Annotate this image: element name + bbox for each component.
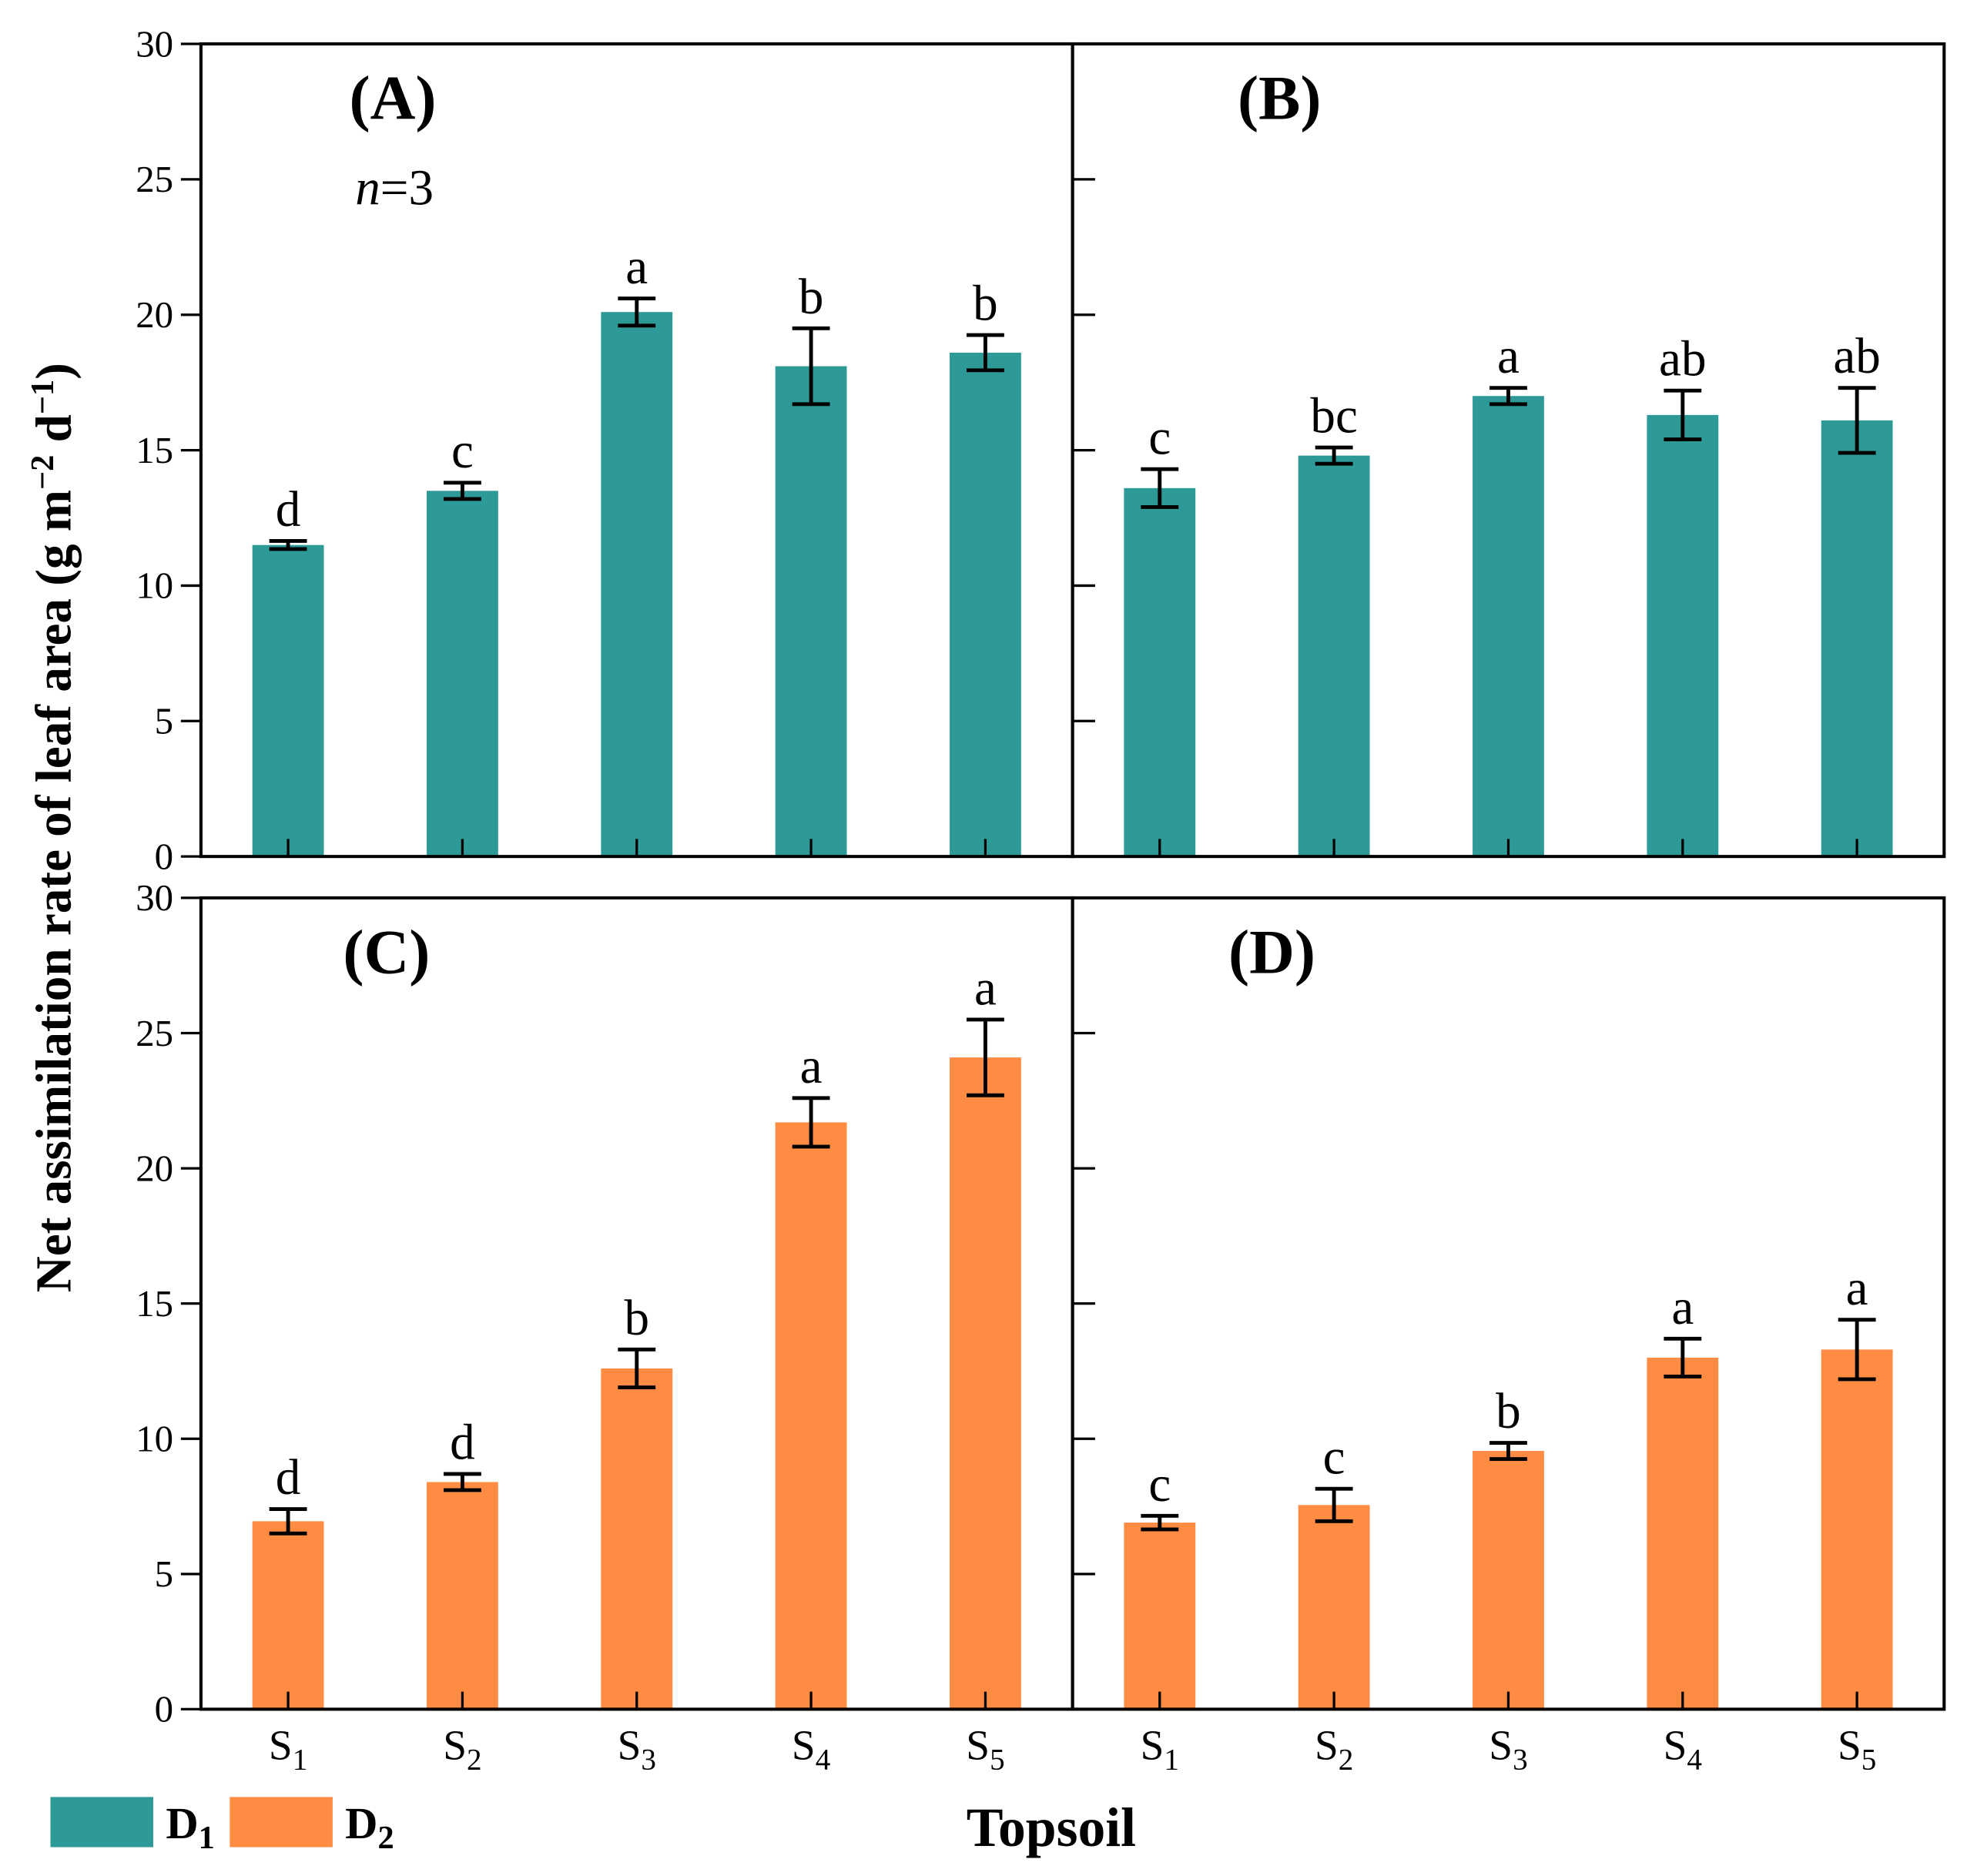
legend-label: D1 [166, 1798, 214, 1856]
significance-letter: a [800, 1039, 823, 1094]
y-tick-label: 10 [136, 1418, 173, 1460]
legend: D1 D2 [50, 1797, 394, 1856]
significance-letter: ab [1659, 332, 1706, 387]
significance-letter: d [450, 1415, 475, 1470]
significance-letter: a [625, 240, 648, 295]
panel-frame [1071, 42, 1946, 859]
significance-letter: a [974, 960, 997, 1016]
x-tick-label: S4 [792, 1722, 830, 1777]
panel-a: d c a b b 0 5 10 15 20 25 30 (A) n=3 [136, 22, 1074, 877]
legend-swatch [50, 1797, 154, 1848]
legend-item-d2: D2 [230, 1797, 394, 1856]
bar [1298, 1505, 1370, 1710]
bar [252, 544, 324, 857]
significance-letter: c [1323, 1430, 1345, 1486]
significance-letter: a [1846, 1261, 1868, 1316]
y-tick-label: 30 [136, 876, 173, 919]
significance-letter: a [1671, 1280, 1694, 1335]
x-tick-label: S5 [1838, 1722, 1876, 1777]
panel-frame [1071, 896, 1946, 1711]
y-tick-label: 5 [155, 700, 173, 742]
panel-d: c S1 c S2 b S3 a S4 a S5 (D) [1071, 896, 1946, 1777]
bar [1473, 1451, 1544, 1710]
bar [950, 1057, 1021, 1710]
legend-item-d1: D1 [50, 1797, 215, 1856]
significance-letter: a [1497, 329, 1520, 384]
y-tick-label: 15 [136, 429, 173, 471]
panel-label: (D) [1228, 917, 1315, 987]
y-tick-label: 25 [136, 158, 173, 200]
x-tick-label: S3 [618, 1722, 656, 1777]
bar [252, 1521, 324, 1710]
bar [601, 1368, 673, 1710]
x-tick-label: S5 [966, 1722, 1004, 1777]
y-tick-label: 15 [136, 1282, 173, 1325]
legend-label: D2 [345, 1798, 394, 1856]
significance-letter: d [276, 1450, 301, 1506]
bar [775, 1122, 847, 1710]
significance-letter: ab [1833, 329, 1880, 384]
x-tick-label: S2 [1315, 1722, 1353, 1777]
significance-letter: c [451, 424, 474, 479]
legend-swatch [230, 1797, 333, 1848]
bar [1821, 1349, 1893, 1710]
y-tick-label: 5 [155, 1553, 173, 1595]
panel-c: d S1 d S2 b S3 a S4 a S5 0 5 10 15 20 25 30 (C) [136, 876, 1074, 1777]
y-axis-label: Net assimilation rate of leaf area (g m−… [25, 363, 82, 1292]
x-tick-label: S2 [443, 1722, 481, 1777]
x-tick-label: S1 [269, 1722, 307, 1777]
panel-b: c bc a ab ab (B) [1071, 42, 1946, 859]
sample-size-annotation: n=3 [355, 160, 434, 216]
x-tick-label: S1 [1141, 1722, 1179, 1777]
y-tick-label: 20 [136, 1147, 173, 1189]
significance-letter: c [1148, 410, 1171, 466]
y-tick-label: 20 [136, 293, 173, 336]
y-tick-label: 25 [136, 1012, 173, 1054]
bar [601, 312, 673, 857]
bar [1821, 420, 1893, 857]
significance-letter: b [624, 1291, 649, 1346]
bar [1647, 1357, 1719, 1710]
significance-letter: b [973, 276, 998, 332]
y-tick-label: 0 [155, 1688, 173, 1730]
x-tick-label: S3 [1489, 1722, 1527, 1777]
bar [1124, 487, 1196, 857]
bar [1647, 414, 1719, 857]
significance-letter: b [799, 270, 824, 325]
bar [1473, 396, 1544, 857]
x-tick-label: S4 [1664, 1722, 1702, 1777]
significance-letter: d [276, 482, 301, 538]
bar [427, 1482, 498, 1710]
panel-label: (B) [1238, 63, 1322, 133]
y-tick-label: 0 [155, 835, 173, 877]
bar [1124, 1523, 1196, 1710]
bar [1298, 455, 1370, 857]
significance-letter: bc [1310, 389, 1357, 444]
significance-letter: c [1148, 1457, 1171, 1513]
y-tick-label: 30 [136, 22, 173, 65]
bar [950, 352, 1021, 857]
panel-label: (A) [350, 63, 437, 133]
x-axis-label: Topsoil [967, 1797, 1136, 1858]
panel-label: (C) [343, 917, 430, 987]
bar [427, 491, 498, 857]
bar [775, 366, 847, 857]
y-tick-label: 10 [136, 564, 173, 607]
significance-letter: b [1496, 1384, 1521, 1439]
